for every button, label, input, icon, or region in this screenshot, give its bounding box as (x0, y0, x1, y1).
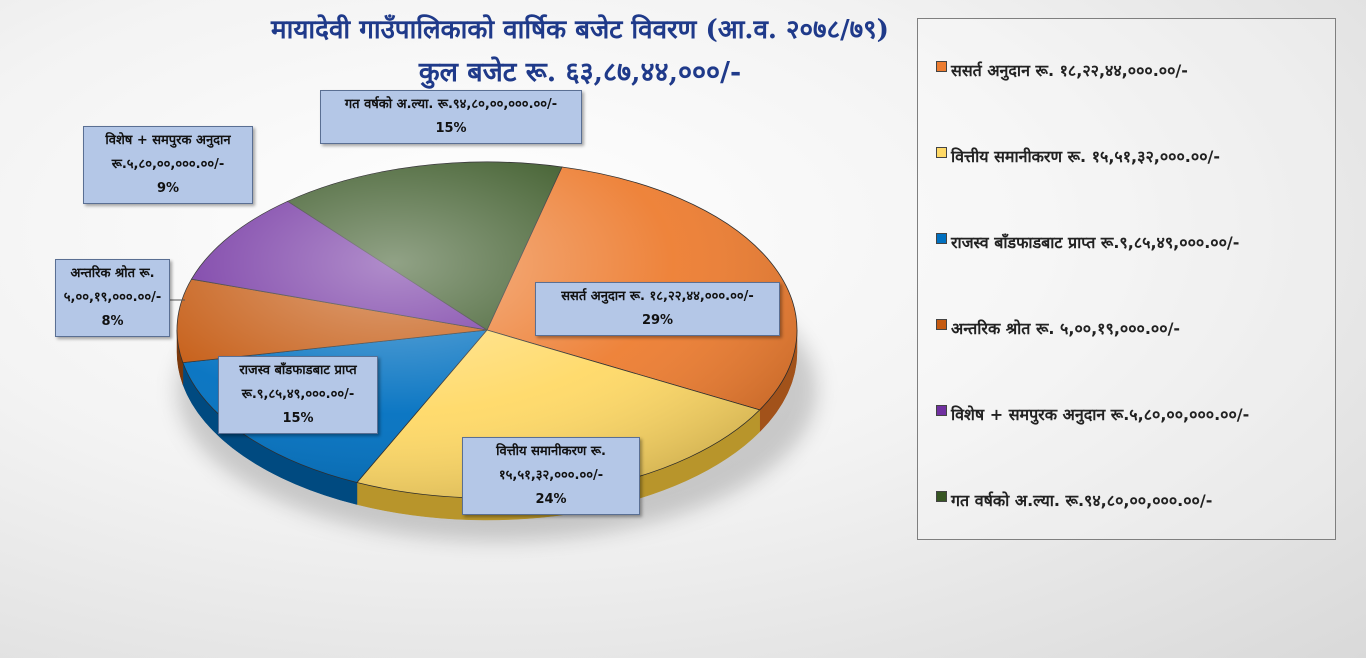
data-label-gat: गत वर्षको अ.ल्या. रू.९४,८०,००,०००.००/- 15… (320, 90, 582, 144)
data-label-text: वित्तीय समानीकरण रू. (496, 444, 606, 459)
legend-item-gat: गत वर्षको अ.ल्या. रू.९४,८०,००,०००.००/- (936, 489, 1212, 511)
data-label-percent: 15% (435, 121, 467, 136)
legend-swatch-icon (936, 318, 947, 330)
legend: ससर्त अनुदान रू. १८,२२,४४,०००.००/- वित्ती… (917, 18, 1336, 540)
data-label-antarik: अन्तरिक श्रोत रू. ५,००,१९,०००.००/- 8% (55, 259, 170, 337)
data-label-percent: 9% (156, 181, 180, 196)
data-label-rajaswa: राजस्व बाँडफाडबाट प्राप्त रू.९,८५,४९,०००.… (218, 356, 378, 434)
data-label-percent: 29% (641, 313, 674, 328)
legend-label: गत वर्षको अ.ल्या. रू.९४,८०,००,०००.००/- (951, 491, 1213, 510)
data-label-percent: 15% (282, 411, 314, 426)
legend-item-rajaswa: राजस्व बाँडफाडबाट प्राप्त रू.९,८५,४९,०००… (936, 231, 1239, 253)
legend-label: राजस्व बाँडफाडबाट प्राप्त रू.९,८५,४९,०००… (951, 233, 1240, 252)
data-label-text: रू.५,८०,००,०००.००/- (111, 157, 225, 172)
legend-swatch-icon (936, 146, 947, 158)
legend-label: वित्तीय समानीकरण रू. १५,५१,३२,०००.००/- (951, 147, 1221, 166)
legend-label: विशेष + समपुरक अनुदान रू.५,८०,००,०००.००/… (951, 405, 1250, 424)
legend-swatch-icon (936, 490, 947, 502)
data-label-percent: 8% (101, 314, 124, 329)
legend-label: अन्तरिक श्रोत रू. ५,००,१९,०००.००/- (951, 319, 1181, 338)
data-label-percent: 24% (535, 492, 567, 507)
legend-swatch-icon (936, 232, 947, 244)
data-label-text: ५,००,१९,०००.००/- (63, 290, 162, 305)
legend-item-antarik: अन्तरिक श्रोत रू. ५,००,१९,०००.००/- (936, 317, 1180, 339)
data-label-text: राजस्व बाँडफाडबाट प्राप्त (239, 363, 357, 378)
data-label-text: ससर्त अनुदान रू. १८,२२,४४,०००.००/- (561, 289, 754, 304)
chart-subtitle: कुल बजेट रू. ६३,८७,४४,०००/- (418, 57, 742, 88)
legend-item-bishesh: विशेष + समपुरक अनुदान रू.५,८०,००,०००.००/… (936, 403, 1249, 425)
legend-item-sasart: ससर्त अनुदान रू. १८,२२,४४,०००.००/- (936, 59, 1188, 81)
legend-swatch-icon (936, 60, 947, 72)
data-label-text: गत वर्षको अ.ल्या. रू.९४,८०,००,०००.००/- (344, 97, 558, 112)
data-label-vittiya: वित्तीय समानीकरण रू. १५,५१,३२,०००.००/- 24% (462, 437, 640, 515)
data-label-text: रू.९,८५,४९,०००.००/- (241, 387, 355, 402)
legend-label: ससर्त अनुदान रू. १८,२२,४४,०००.००/- (951, 61, 1188, 80)
legend-swatch-icon (936, 404, 947, 416)
data-label-text: अन्तरिक श्रोत रू. (70, 266, 155, 281)
data-label-text: विशेष + समपुरक अनुदान (105, 133, 231, 148)
data-label-bishesh: विशेष + समपुरक अनुदान रू.५,८०,००,०००.००/-… (83, 126, 253, 204)
data-label-text: १५,५१,३२,०००.००/- (498, 468, 604, 483)
data-label-sasart: ससर्त अनुदान रू. १८,२२,४४,०००.००/- 29% (535, 282, 780, 336)
legend-item-vittiya: वित्तीय समानीकरण रू. १५,५१,३२,०००.००/- (936, 145, 1220, 167)
chart-title: मायादेवी गाउँपालिकाको वार्षिक बजेट विवरण… (271, 15, 889, 45)
